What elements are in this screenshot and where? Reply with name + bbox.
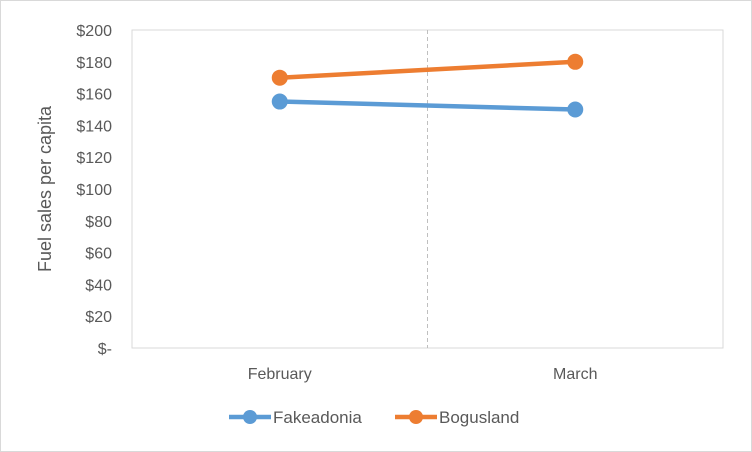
- x-tick-label: March: [553, 366, 597, 383]
- series-fakeadonia: [271, 93, 584, 118]
- data-point: [567, 101, 584, 118]
- legend-label: Bogusland: [439, 408, 519, 427]
- data-point: [567, 53, 584, 70]
- data-point: [271, 93, 288, 110]
- y-tick-label: $120: [76, 150, 112, 167]
- y-tick-label: $140: [76, 118, 112, 135]
- y-tick-label: $20: [85, 309, 112, 326]
- legend-item-fakeadonia: Fakeadonia: [229, 408, 362, 427]
- data-point: [271, 69, 288, 86]
- y-tick-label: $100: [76, 182, 112, 199]
- legend-marker: [409, 410, 423, 424]
- y-tick-label: $80: [85, 214, 112, 231]
- plot-area: [131, 29, 724, 349]
- y-tick-label: $40: [85, 277, 112, 294]
- y-tick-label: $60: [85, 246, 112, 263]
- y-tick-label: $180: [76, 55, 112, 72]
- legend-item-bogusland: Bogusland: [395, 408, 519, 427]
- x-tick-label: February: [248, 366, 312, 383]
- series-line: [277, 59, 578, 80]
- y-tick-label: $-: [98, 341, 112, 358]
- legend-label: Fakeadonia: [273, 408, 362, 427]
- y-tick-label: $160: [76, 87, 112, 104]
- y-axis-label: Fuel sales per capita: [35, 105, 55, 272]
- y-tick-label: $200: [76, 23, 112, 40]
- series-line: [277, 99, 578, 112]
- legend-marker: [243, 410, 257, 424]
- series-bogusland: [271, 53, 584, 86]
